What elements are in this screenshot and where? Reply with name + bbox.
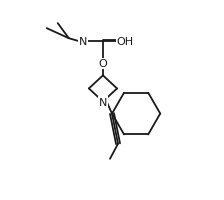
Text: N: N xyxy=(79,37,87,47)
Text: N: N xyxy=(99,97,107,107)
Text: O: O xyxy=(99,59,107,69)
Text: OH: OH xyxy=(116,37,134,47)
